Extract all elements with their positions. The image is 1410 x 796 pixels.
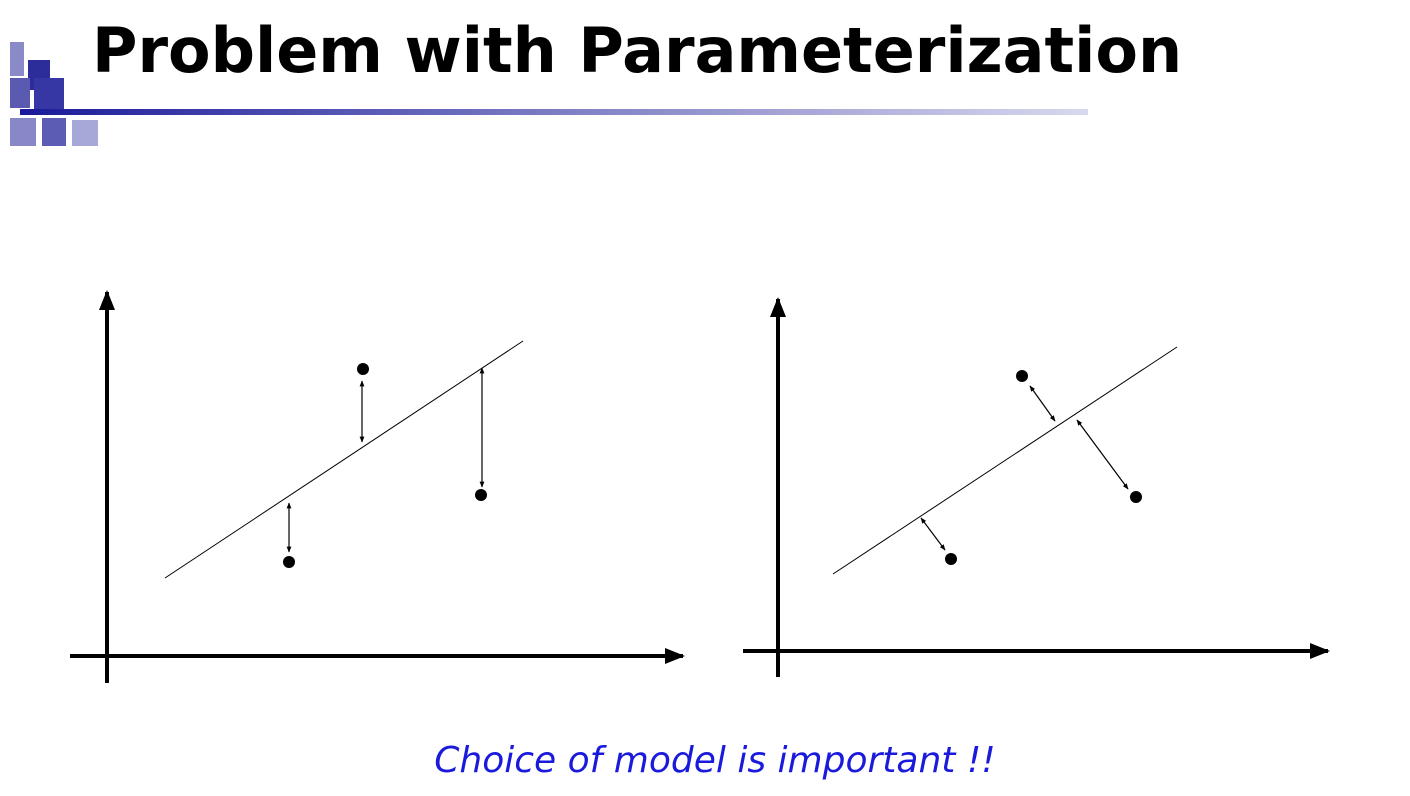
slide-title: Problem with Parameterization <box>92 14 1183 87</box>
title-rule <box>20 109 1088 115</box>
point <box>945 553 957 565</box>
residual <box>1029 385 1056 422</box>
point <box>1016 370 1028 382</box>
fit-line <box>832 346 1178 575</box>
residual <box>1076 419 1129 490</box>
point <box>357 363 369 375</box>
right-diagram <box>743 297 1330 677</box>
left-diagram <box>70 290 685 683</box>
logo-squares <box>10 42 98 146</box>
caption: Choice of model is important !! <box>434 740 996 781</box>
point <box>1130 491 1142 503</box>
residual <box>920 517 946 551</box>
fit-line <box>164 340 524 579</box>
point <box>475 489 487 501</box>
point <box>283 556 295 568</box>
